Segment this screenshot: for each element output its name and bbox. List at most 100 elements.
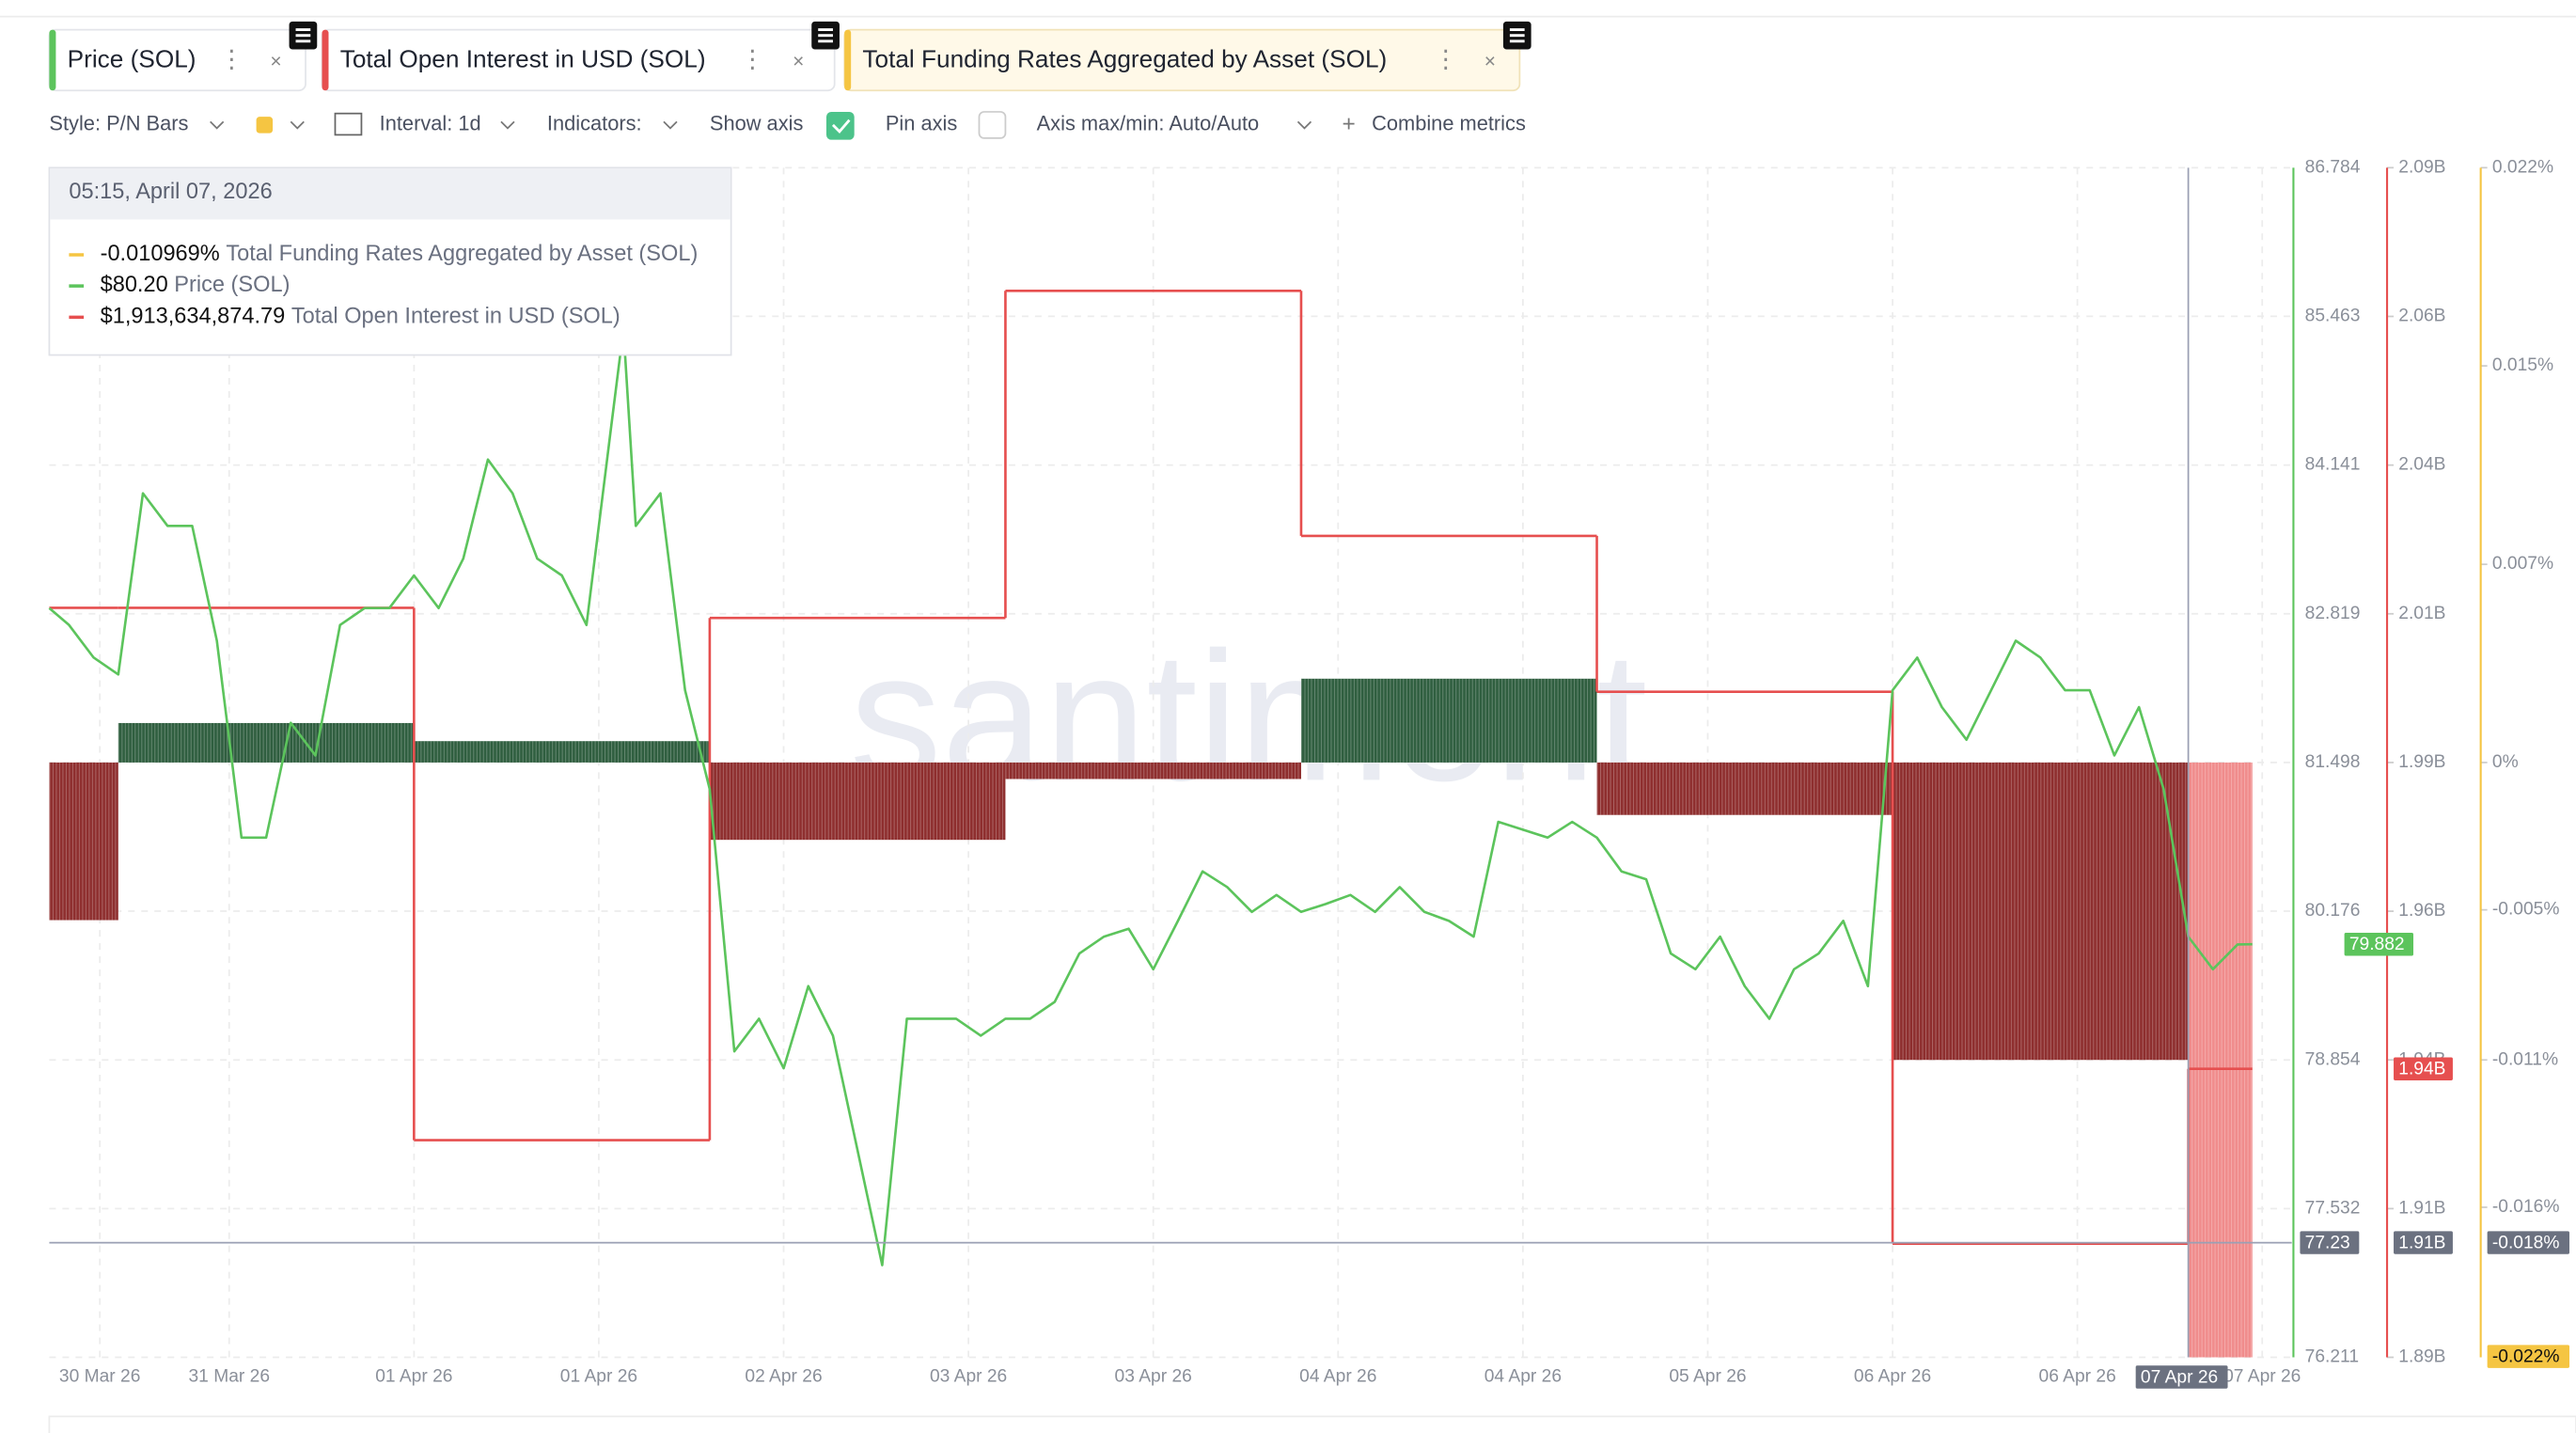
show-axis-label[interactable]: Show axis <box>710 112 804 135</box>
last-value-label: -0.022% <box>2492 1347 2560 1367</box>
chevron <box>663 120 678 130</box>
crosshair-y2-label-bg <box>2394 1231 2453 1254</box>
y-tick-label: 1.91B <box>2398 1198 2445 1218</box>
bar-texture <box>1005 762 1301 779</box>
style-select[interactable]: Style: P/N Bars <box>49 112 188 135</box>
tab-color <box>322 29 329 91</box>
tooltip-row: $80.20 Price (SOL) <box>101 272 291 296</box>
crosshair-y3-label-bg <box>2487 1231 2570 1254</box>
crosshair-x-label: 07 Apr 26 <box>2141 1367 2218 1387</box>
crosshair-x-label-bg <box>2135 1365 2228 1389</box>
y-tick-label: 82.819 <box>2305 604 2361 623</box>
sol-icon-glyph <box>818 28 833 43</box>
combine-metrics[interactable]: Combine metrics <box>1372 112 1526 135</box>
tooltip-value: $80.20 <box>101 272 168 296</box>
x-tick-label: 01 Apr 26 <box>560 1367 637 1387</box>
tab-menu[interactable]: ⋮ <box>219 45 243 73</box>
bar-texture <box>1300 678 1597 763</box>
plus-icon: + <box>1343 111 1356 136</box>
tooltip: 05:15, April 07, 2026 -0.010969% Total F… <box>48 166 732 356</box>
calendar-icon <box>334 112 363 136</box>
x-tick-label: 03 Apr 26 <box>930 1367 1007 1387</box>
bar-texture <box>709 762 1006 841</box>
tab-close[interactable]: × <box>793 51 804 72</box>
indicators-select[interactable]: Indicators: <box>547 112 642 135</box>
tooltip-header <box>50 168 730 220</box>
axis-minmax-select[interactable]: Axis max/min: Auto/Auto <box>1037 112 1260 135</box>
tab[interactable]: Price (SOL) ⋮ × <box>48 21 318 92</box>
tooltip-row: -0.010969% Total Funding Rates Aggregate… <box>101 241 699 265</box>
x-tick-label: 30 Mar 26 <box>59 1367 141 1387</box>
y-tick-label: 80.176 <box>2305 901 2361 921</box>
chevron <box>290 120 305 130</box>
tab-label: Price (SOL) <box>68 45 196 73</box>
tab-label: Total Open Interest in USD (SOL) <box>340 45 706 73</box>
y-tick-label: 2.04B <box>2398 455 2445 475</box>
y-tick-label: 76.211 <box>2305 1347 2359 1367</box>
sol-icon-glyph <box>295 28 311 43</box>
y-tick-label: 2.06B <box>2398 307 2445 326</box>
x-tick-label: 04 Apr 26 <box>1299 1367 1376 1387</box>
y-tick-label: 0.015% <box>2492 355 2553 375</box>
x-tick-label: 31 Mar 26 <box>188 1367 270 1387</box>
last-value-label: 1.94B <box>2398 1060 2445 1079</box>
checkmark <box>831 118 851 134</box>
last-value-label-bg <box>2487 1345 2570 1368</box>
pin-axis-label[interactable]: Pin axis <box>886 112 958 135</box>
y-tick-label: -0.016% <box>2492 1197 2560 1217</box>
tooltip-row: $1,913,634,874.79 Total Open Interest in… <box>101 304 620 328</box>
show-axis-checkbox[interactable] <box>825 111 855 140</box>
bar-texture <box>1893 762 2189 1061</box>
y-tick-label: 0% <box>2492 752 2519 772</box>
tooltip-metric: Total Funding Rates Aggregated by Asset … <box>226 241 698 265</box>
tab-close[interactable]: × <box>1484 51 1496 72</box>
tab-menu[interactable]: ⋮ <box>1434 45 1458 73</box>
crosshair-y3-label: -0.018% <box>2492 1234 2560 1253</box>
crosshair-y-label: 77.23 <box>2305 1234 2350 1253</box>
tooltip-value: $1,913,634,874.79 <box>101 304 286 328</box>
y-tick-label: -0.005% <box>2492 900 2560 920</box>
last-value-label-bg <box>2394 1057 2453 1080</box>
x-tick-label: 01 Apr 26 <box>375 1367 452 1387</box>
bar-texture <box>49 762 118 921</box>
y-tick-label: 2.01B <box>2398 604 2445 623</box>
tab-color <box>844 29 852 91</box>
x-tick-label: 06 Apr 26 <box>2039 1367 2116 1387</box>
tooltip-metric: Total Open Interest in USD (SOL) <box>291 304 620 328</box>
y-tick-label: 1.99B <box>2398 752 2445 772</box>
y-tick-label: 1.89B <box>2398 1347 2445 1367</box>
y-tick-label: -0.011% <box>2492 1049 2558 1069</box>
color-picker[interactable] <box>256 117 274 134</box>
y-tick-label: 2.09B <box>2398 157 2445 177</box>
x-tick-label: 05 Apr 26 <box>1669 1367 1746 1387</box>
pin-axis-checkbox[interactable] <box>978 111 1007 139</box>
bar-texture <box>118 722 415 763</box>
tab-label: Total Funding Rates Aggregated by Asset … <box>862 45 1387 73</box>
y-tick-label: 0.022% <box>2492 157 2553 177</box>
plot: 30 Mar 26 31 Mar 26 01 Apr 26 01 Apr 26 02 A… <box>48 157 2570 1389</box>
tab-color <box>49 29 56 91</box>
sol-icon-glyph <box>1509 28 1525 43</box>
tab-menu[interactable]: ⋮ <box>740 45 764 73</box>
bar-texture <box>414 741 710 763</box>
crosshair-y-label-bg <box>2300 1231 2360 1254</box>
x-tick-label: 06 Apr 26 <box>1854 1367 1931 1387</box>
x-tick-label: 02 Apr 26 <box>745 1367 822 1387</box>
last-value-label: 79.882 <box>2349 935 2405 954</box>
x-tick-label: 07 Apr 26 <box>2223 1367 2301 1387</box>
interval-select[interactable]: Interval: 1d <box>380 112 481 135</box>
y-tick-label: 77.532 <box>2305 1199 2361 1219</box>
last-value-label-bg <box>2344 933 2414 956</box>
y-tick-label: 1.96B <box>2398 901 2445 921</box>
tab[interactable]: Total Open Interest in USD (SOL) ⋮ × <box>321 21 840 92</box>
tab-close[interactable]: × <box>270 51 281 72</box>
bar-texture <box>1596 762 1893 815</box>
metric-tabs: Price (SOL) ⋮ × Total Open Interest in U… <box>48 21 1531 92</box>
tab[interactable]: Total Funding Rates Aggregated by Asset … <box>843 21 1531 92</box>
tooltip-title: 05:15, April 07, 2026 <box>69 179 272 203</box>
price-line <box>48 327 2253 1267</box>
x-tick-label: 03 Apr 26 <box>1115 1367 1192 1387</box>
y-tick-label: 81.498 <box>2305 752 2361 772</box>
controls: Style: P/N Bars Interval: 1d Indicators:… <box>49 111 1526 140</box>
